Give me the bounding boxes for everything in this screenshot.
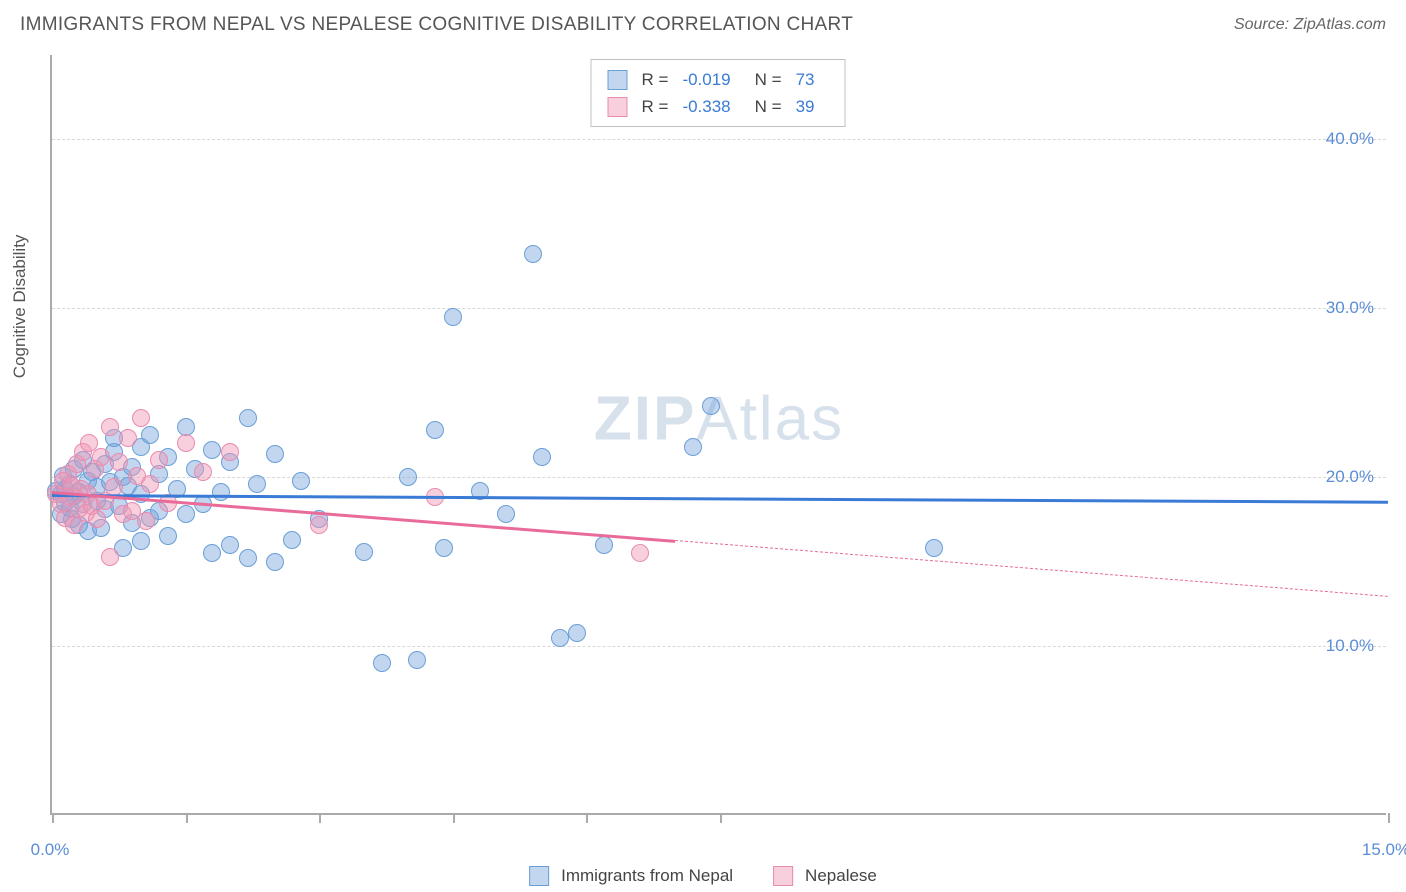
scatter-point [408, 651, 426, 669]
chart-title: IMMIGRANTS FROM NEPAL VS NEPALESE COGNIT… [20, 14, 853, 36]
y-tick-label: 30.0% [1326, 298, 1374, 318]
watermark: ZIPAtlas [594, 383, 844, 454]
scatter-point [177, 434, 195, 452]
legend-label: Nepalese [805, 866, 877, 886]
y-tick-label: 20.0% [1326, 467, 1374, 487]
legend-swatch [773, 866, 793, 886]
scatter-point [266, 445, 284, 463]
scatter-point [266, 553, 284, 571]
y-tick-label: 40.0% [1326, 129, 1374, 149]
r-label: R = [642, 66, 669, 93]
scatter-point [283, 531, 301, 549]
scatter-point [533, 448, 551, 466]
gridline [52, 308, 1386, 309]
scatter-point [239, 549, 257, 567]
plot-area: ZIPAtlas 10.0% 20.0% 30.0% 40.0% R = -0.019 N… [50, 55, 1386, 815]
stat-row: R = -0.019 N = 73 [608, 66, 829, 93]
scatter-point [141, 475, 159, 493]
y-axis-label: Cognitive Disability [10, 235, 30, 379]
scatter-point [399, 468, 417, 486]
x-tick [586, 813, 588, 823]
scatter-point [684, 438, 702, 456]
trend-line [52, 494, 1388, 503]
scatter-point [177, 505, 195, 523]
scatter-point [203, 544, 221, 562]
scatter-point [150, 451, 168, 469]
scatter-point [310, 516, 328, 534]
scatter-point [435, 539, 453, 557]
gridline [52, 646, 1386, 647]
scatter-point [497, 505, 515, 523]
scatter-point [568, 624, 586, 642]
plot-frame: ZIPAtlas 10.0% 20.0% 30.0% 40.0% [50, 55, 1386, 815]
x-tick-label: 0.0% [31, 840, 70, 860]
chart-header: IMMIGRANTS FROM NEPAL VS NEPALESE COGNIT… [0, 0, 1406, 40]
scatter-point [101, 418, 119, 436]
y-tick-label: 10.0% [1326, 636, 1374, 656]
n-value: 39 [796, 93, 815, 120]
x-tick [52, 813, 54, 823]
scatter-point [925, 539, 943, 557]
legend-label: Immigrants from Nepal [561, 866, 733, 886]
x-tick [720, 813, 722, 823]
scatter-point [132, 532, 150, 550]
scatter-point [119, 429, 137, 447]
r-value: -0.338 [682, 93, 730, 120]
scatter-point [159, 527, 177, 545]
scatter-point [292, 472, 310, 490]
scatter-point [631, 544, 649, 562]
n-value: 73 [796, 66, 815, 93]
series-swatch [608, 70, 628, 90]
scatter-point [132, 409, 150, 427]
scatter-point [444, 308, 462, 326]
watermark-zip: ZIP [594, 384, 696, 453]
scatter-point [141, 426, 159, 444]
scatter-point [524, 245, 542, 263]
n-label: N = [755, 66, 782, 93]
legend: Immigrants from Nepal Nepalese [529, 866, 877, 886]
scatter-point [551, 629, 569, 647]
scatter-point [426, 421, 444, 439]
scatter-point [373, 654, 391, 672]
series-swatch [608, 97, 628, 117]
scatter-point [595, 536, 613, 554]
scatter-point [221, 536, 239, 554]
scatter-point [92, 448, 110, 466]
x-tick [319, 813, 321, 823]
scatter-point [177, 418, 195, 436]
gridline [52, 139, 1386, 140]
scatter-point [221, 443, 239, 461]
scatter-point [137, 512, 155, 530]
trend-line-extrapolated [675, 540, 1388, 597]
correlation-stats-box: R = -0.019 N = 73 R = -0.338 N = 39 [591, 59, 846, 127]
stat-row: R = -0.338 N = 39 [608, 93, 829, 120]
scatter-point [355, 543, 373, 561]
scatter-point [101, 548, 119, 566]
scatter-point [88, 510, 106, 528]
x-tick [1388, 813, 1390, 823]
scatter-point [248, 475, 266, 493]
legend-item: Nepalese [773, 866, 877, 886]
legend-swatch [529, 866, 549, 886]
scatter-point [194, 463, 212, 481]
x-tick-label: 15.0% [1362, 840, 1406, 860]
scatter-point [239, 409, 257, 427]
chart-source: Source: ZipAtlas.com [1234, 16, 1386, 34]
scatter-point [702, 397, 720, 415]
r-label: R = [642, 93, 669, 120]
x-tick [186, 813, 188, 823]
legend-item: Immigrants from Nepal [529, 866, 733, 886]
x-tick [453, 813, 455, 823]
r-value: -0.019 [682, 66, 730, 93]
watermark-atlas: Atlas [696, 384, 844, 453]
scatter-point [212, 483, 230, 501]
n-label: N = [755, 93, 782, 120]
scatter-point [110, 453, 128, 471]
scatter-point [203, 441, 221, 459]
